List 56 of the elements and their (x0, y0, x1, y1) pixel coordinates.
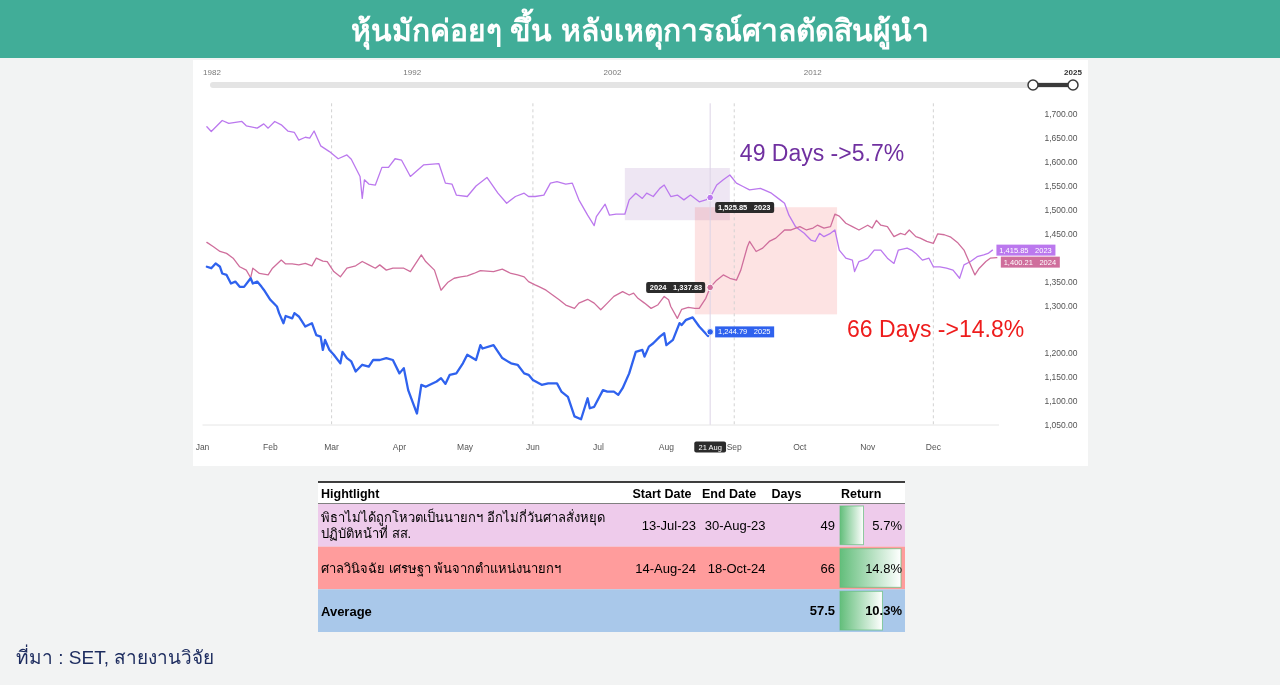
text: 57.5 (809, 603, 835, 619)
x2-tick-label: 2025 (1064, 67, 1083, 77)
x-tick-label: Nov (860, 442, 877, 452)
data-label: 10.3% (865, 603, 903, 619)
y-tick-label: 1,650.00 (1044, 133, 1078, 144)
text: Days (771, 487, 802, 501)
x-tick-label: Aug (658, 442, 675, 452)
y-tick-label: 1,450.00 (1044, 228, 1078, 239)
text: End Date (702, 487, 757, 501)
x-tick-label: Jan (195, 442, 210, 452)
x2-tick-label: 2012 (803, 67, 823, 77)
x2-tick-label: 1992 (403, 67, 422, 77)
data-label: 5.7% (872, 517, 903, 533)
y-tick-label: 1,050.00 (1044, 420, 1078, 430)
x-axis-title: Return (841, 487, 882, 501)
y-tick-label: 1,550.00 (1044, 181, 1078, 191)
data-label: 14.8% (865, 560, 903, 576)
line-series (206, 213, 998, 320)
x-tick-label: Jun (526, 442, 541, 452)
y-tick-label: 1,200.00 (1044, 348, 1078, 359)
x-tick-label: Oct (793, 442, 808, 452)
y-tick-label: Average (321, 603, 372, 619)
y-tick-label: 1,600.00 (1044, 157, 1078, 168)
x2-tick-label: 1982 (203, 67, 222, 77)
x-tick-label: Mar (324, 442, 340, 452)
x2-tick-label: 2002 (603, 67, 622, 77)
x-tick-label: Jul (593, 442, 605, 452)
band-label: 66 Days ->14.8% (847, 316, 1025, 343)
line-series (206, 119, 994, 279)
text: 14-Aug-24 (635, 560, 696, 576)
point (706, 283, 714, 292)
chart-title: หุ้นมักค่อยๆ ขึ้น หลังเหตุการณ์ศาลตัดสินผู้นำ (351, 7, 929, 50)
text: 66 (820, 560, 835, 576)
point (706, 193, 714, 202)
text: 13-Jul-23 (641, 517, 696, 533)
y-tick-label: 1,500.00 (1044, 204, 1078, 215)
y-tick-label: 1,100.00 (1044, 396, 1078, 407)
y-tick-label: 1,300.00 (1044, 300, 1078, 311)
x-tick-label: Sep (726, 442, 743, 452)
point (706, 328, 714, 336)
x-tick-label: Dec (925, 442, 942, 452)
y-tick-label: 1,700.00 (1044, 109, 1078, 120)
x-tick-label: May (457, 442, 474, 452)
y-tick-label: พิธาไม่ได้ถูกโหวตเป็นนายกฯ อีกไม่กี่วันศาลสั่งหยุดปฏิบัติหน้าที่ สส. (321, 507, 605, 541)
band-label: 49 Days ->5.7% (739, 140, 905, 167)
x-tick-label: Feb (263, 442, 278, 452)
text: 30-Aug-23 (704, 517, 766, 533)
y-tick-label: 1,150.00 (1044, 372, 1078, 383)
y-tick-label: ศาลวินิจฉัย เศรษฐา พ้นจากตำแหน่งนายกฯ (321, 560, 562, 577)
y-tick-label: 1,350.00 (1044, 276, 1078, 287)
text: ที่มา : SET, สายงานวิจัย (16, 643, 215, 668)
text: Start Date (632, 487, 692, 501)
x-tick-label: Apr (392, 442, 407, 452)
text: 18-Oct-24 (707, 560, 766, 576)
y-axis-title: Hightlight (321, 487, 381, 501)
text: 49 (820, 517, 835, 533)
